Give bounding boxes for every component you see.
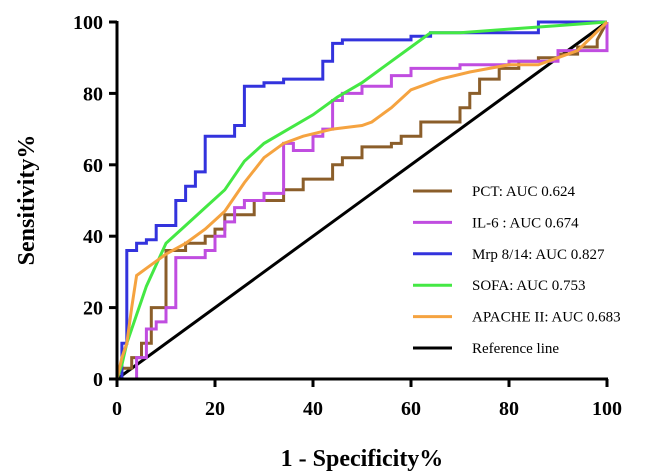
x-tick-label: 40 [303,398,323,420]
y-tick-label: 60 [83,155,103,177]
x-tick-label: 100 [592,398,622,420]
y-tick-label: 40 [83,226,103,248]
series-line-reference-line [116,20,608,381]
y-tick-label: 80 [83,83,103,105]
series-line-apache-ii [115,20,609,380]
legend-label-apache-ii: APACHE II: AUC 0.683 [472,310,621,326]
x-tick-label: 80 [499,398,519,420]
series-line-mrp-8-14 [117,20,607,381]
legend-label-pct: PCT: AUC 0.624 [472,184,576,200]
y-tick-label: 100 [73,12,103,34]
y-tick-label: 0 [93,369,103,391]
y-axis-title: Sensitivity% [14,135,40,266]
x-axis-title: 1 - Specificity% [281,446,444,472]
legend-label-mrp-8-14: Mrp 8/14: AUC 0.827 [472,247,605,263]
plot-lines [115,20,609,381]
legend-label-reference-line: Reference line [472,341,559,357]
legend-label-sofa: SOFA: AUC 0.753 [472,278,586,294]
legend-label-il-6: IL-6 : AUC 0.674 [472,215,579,231]
axes [115,21,608,381]
x-tick-label: 20 [205,398,225,420]
series-line-sofa [115,20,608,380]
legend: PCT: AUC 0.624 IL-6 : AUC 0.674 Mrp 8/14: … [413,184,621,357]
y-tick-label: 20 [83,298,103,320]
ticks: 0 20 40 60 80 100 0 20 40 60 80 100 [73,12,622,420]
x-tick-label: 0 [112,398,122,420]
x-tick-label: 60 [401,398,421,420]
